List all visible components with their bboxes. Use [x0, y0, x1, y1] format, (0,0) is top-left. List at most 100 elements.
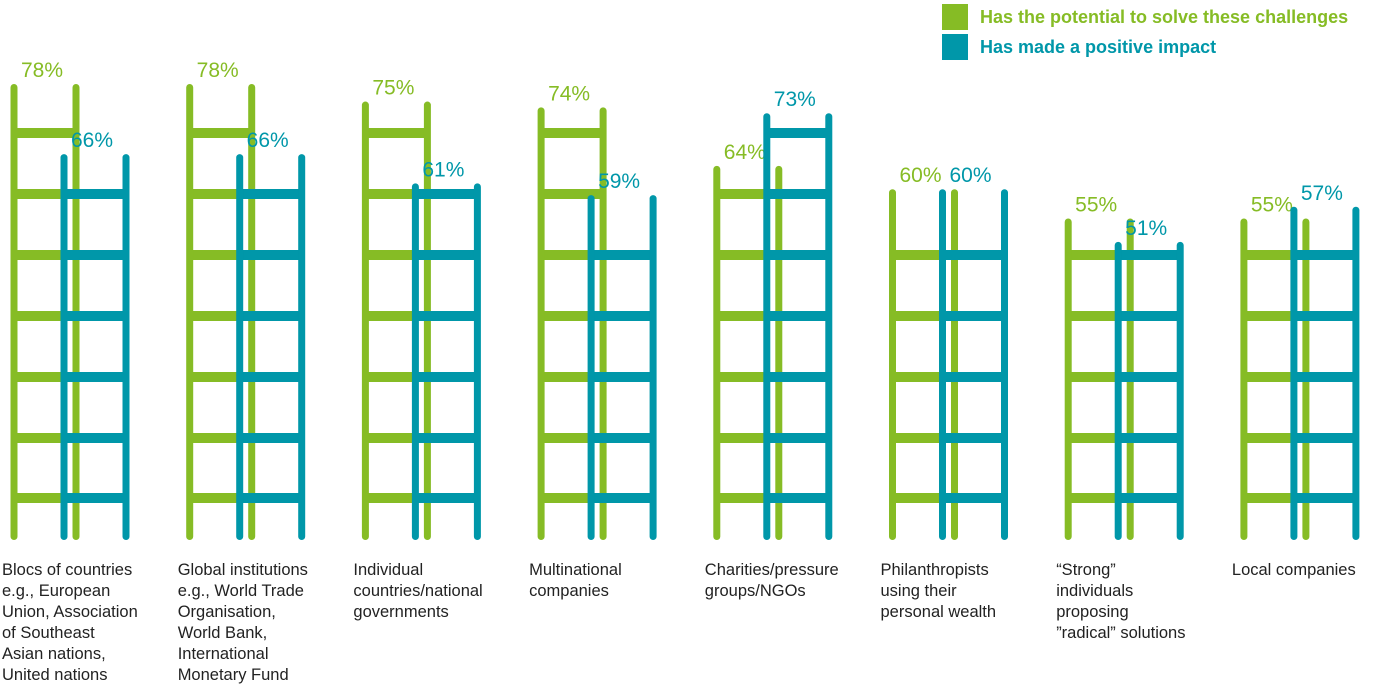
ladder-potential-4: 64% — [713, 141, 783, 540]
ladder-rung — [766, 433, 829, 443]
data-label-potential: 55% — [1251, 193, 1293, 216]
ladder-rail-left — [1290, 206, 1298, 540]
ladder-rail-left — [939, 189, 946, 540]
ladder-rung — [892, 372, 955, 382]
ladder-rung — [766, 372, 829, 382]
ladder-rail-left — [763, 113, 771, 540]
ladder-rung — [1068, 493, 1131, 503]
legend-item-potential: Has the potential to solve these challen… — [942, 4, 1348, 30]
ladder-rung — [189, 189, 252, 199]
ladder-rung — [541, 372, 604, 382]
ladder-rung — [365, 128, 428, 138]
ladder-rung — [1243, 250, 1306, 260]
data-label-impact: 66% — [247, 129, 289, 152]
ladder-impact-6: 51% — [1114, 217, 1184, 540]
category-label: Multinational companies — [529, 561, 622, 600]
ladder-rung — [14, 189, 76, 199]
ladder-rung — [892, 311, 955, 321]
ladder-rung — [1118, 493, 1181, 503]
ladder-rung — [365, 189, 428, 199]
ladder-rung — [64, 311, 126, 321]
data-label-impact: 60% — [949, 164, 991, 187]
ladder-rung — [1293, 493, 1356, 503]
category-label: “Strong” individuals proposing ”radical”… — [1056, 561, 1186, 642]
ladder-rung — [942, 433, 1005, 443]
ladder-rail-right — [1352, 206, 1360, 540]
ladder-rung — [189, 311, 252, 321]
ladder-rung — [64, 372, 126, 382]
ladder-rail-left — [361, 101, 369, 541]
ladder-rung — [591, 311, 654, 321]
data-label-potential: 78% — [21, 59, 63, 82]
ladder-rung — [365, 250, 428, 260]
ladder-potential-6: 55% — [1064, 193, 1134, 540]
ladder-rail-right — [1001, 189, 1008, 540]
ladder-rung — [1293, 433, 1356, 443]
legend-label-impact: Has made a positive impact — [980, 36, 1217, 57]
ladder-rung — [716, 433, 779, 443]
ladder-rung — [766, 311, 829, 321]
ladder-rail-right — [649, 195, 657, 541]
ladder-rung — [541, 493, 604, 503]
category-label: Philanthropists using their personal wea… — [880, 561, 997, 621]
ladder-rail-left — [587, 195, 595, 541]
data-label-potential: 78% — [197, 59, 239, 82]
ladder-rung — [239, 493, 302, 503]
ladder-rail-right — [825, 113, 833, 540]
ladder-impact-5: 60% — [939, 164, 1008, 540]
data-label-potential: 64% — [724, 141, 766, 164]
ladder-rail-left — [236, 154, 244, 540]
ladder-rung — [541, 311, 604, 321]
ladder-rung — [365, 433, 428, 443]
ladder-rung — [541, 250, 604, 260]
ladder-rung — [942, 372, 1005, 382]
ladder-rung — [766, 128, 829, 138]
ladder-rung — [415, 433, 478, 443]
ladder-rung — [892, 433, 955, 443]
ladder-rung — [766, 250, 829, 260]
data-label-potential: 74% — [548, 82, 590, 105]
ladder-rung — [14, 433, 76, 443]
ladder-potential-5: 60% — [889, 164, 958, 540]
ladder-rung — [415, 250, 478, 260]
ladder-impact-7: 57% — [1290, 182, 1360, 540]
ladder-rung — [239, 372, 302, 382]
legend-swatch-impact — [942, 34, 968, 60]
data-label-impact: 73% — [774, 88, 816, 111]
ladder-rail-right — [122, 154, 130, 540]
ladder-rung — [239, 311, 302, 321]
ladder-rung — [1293, 250, 1356, 260]
ladder-rail-left — [60, 154, 68, 540]
ladder-rung — [415, 311, 478, 321]
ladder-rung — [1243, 493, 1306, 503]
ladder-impact-4: 73% — [763, 88, 833, 540]
ladder-rung — [189, 372, 252, 382]
ladder-rung — [64, 250, 126, 260]
category-label: Local companies — [1231, 561, 1356, 579]
data-label-potential: 75% — [372, 77, 414, 100]
ladder-rung — [541, 128, 604, 138]
ladder-rung — [942, 311, 1005, 321]
ladder-rung — [541, 189, 604, 199]
ladder-rung — [239, 250, 302, 260]
ladder-rung — [189, 433, 252, 443]
ladder-potential-7: 55% — [1240, 193, 1310, 540]
ladder-rung — [365, 493, 428, 503]
ladder-rail-left — [10, 84, 18, 540]
ladder-rung — [14, 372, 76, 382]
ladder-rung — [189, 493, 252, 503]
data-label-potential: 55% — [1075, 193, 1117, 216]
ladder-rung — [892, 250, 955, 260]
ladder-rung — [591, 493, 654, 503]
ladder-rail-right — [1176, 241, 1184, 540]
ladder-rung — [591, 250, 654, 260]
ladder-rung — [716, 189, 779, 199]
ladder-rung — [415, 189, 478, 199]
ladder-rung — [64, 189, 126, 199]
ladder-potential-1: 78% — [186, 59, 256, 540]
category-label: Global institutions e.g., World Trade Or… — [177, 561, 308, 684]
ladder-potential-2: 75% — [361, 77, 431, 541]
ladder-rung — [14, 250, 76, 260]
ladder-rung — [591, 372, 654, 382]
ladder-rung — [14, 493, 76, 503]
